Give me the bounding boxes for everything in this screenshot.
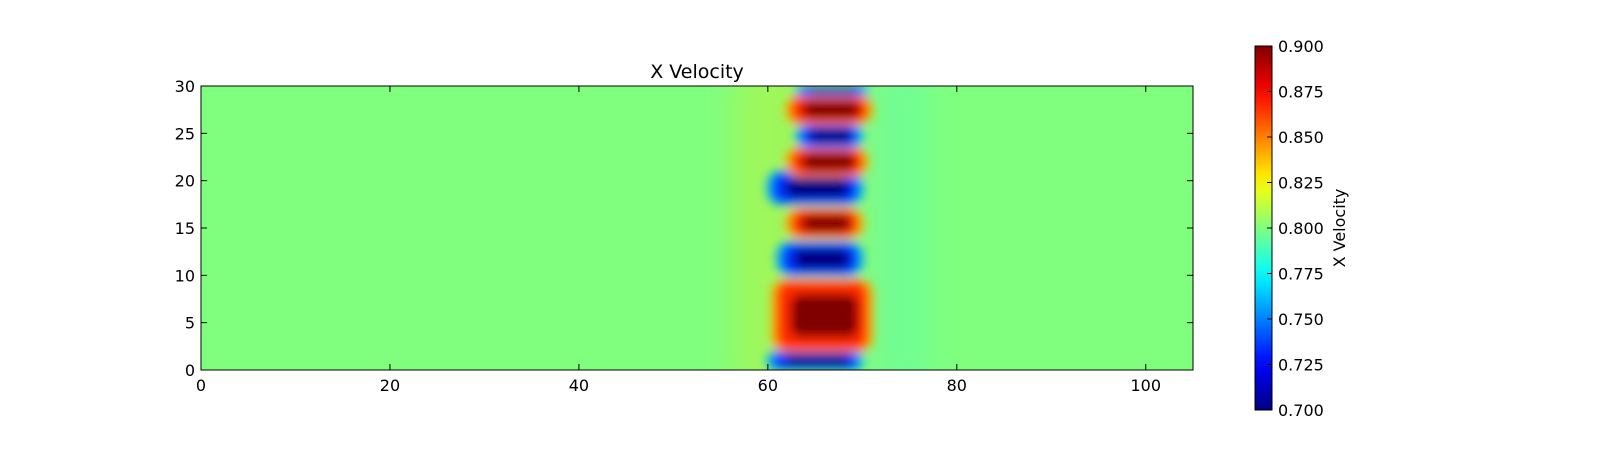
- y-tick-label: 0: [185, 361, 195, 380]
- heatmap-features: [766, 86, 874, 370]
- colorbar-label: X Velocity: [1330, 189, 1349, 268]
- colorbar-tick-label: 0.700: [1278, 401, 1324, 420]
- colorbar-tick-label: 0.750: [1278, 310, 1324, 329]
- x-tick-label: 60: [758, 376, 778, 395]
- x-tick-label: 80: [947, 376, 967, 395]
- y-tick-label: 20: [175, 172, 195, 191]
- heatmap-cell-low-core: [809, 128, 852, 143]
- colorbar-tick-label: 0.825: [1278, 174, 1324, 193]
- heatmap-cell-low-core: [810, 87, 857, 94]
- heatmap-background: [201, 86, 1193, 370]
- x-axis: 0 20 40 60 80 100: [196, 86, 1161, 395]
- heatmap-cell-low-core: [793, 248, 851, 269]
- colorbar-ticks: 0.700 0.725 0.750 0.775 0.800 0.825 0.850 0.875…: [1267, 37, 1324, 420]
- x-tick-label: 20: [380, 376, 400, 395]
- heatmap-cell-high-core: [801, 214, 851, 232]
- y-tick-label: 10: [175, 266, 195, 285]
- heatmap-cell-high-core: [802, 153, 856, 171]
- heatmap-plot-area: [201, 86, 1193, 370]
- x-tick-label: 0: [196, 376, 206, 395]
- colorbar-tick-label: 0.800: [1278, 219, 1324, 238]
- heatmap-cell-low-core: [785, 177, 850, 198]
- heatmap-cell-low-core: [785, 354, 850, 367]
- y-tick-label: 15: [175, 219, 195, 238]
- x-tick-label: 100: [1130, 376, 1161, 395]
- colorbar-tick-label: 0.725: [1278, 356, 1324, 375]
- colorbar-tick-label: 0.850: [1278, 128, 1324, 147]
- y-tick-label: 5: [185, 314, 195, 333]
- colorbar: 0.700 0.725 0.750 0.775 0.800 0.825 0.850 0.875…: [1254, 37, 1349, 420]
- heatmap-cell-high-core: [790, 294, 859, 337]
- y-axis: 0 5 10 15 20 25 30: [175, 77, 1193, 380]
- y-tick-label: 25: [175, 124, 195, 143]
- colorbar-tick-label: 0.775: [1278, 265, 1324, 284]
- heatmap-cell-high-core: [802, 101, 860, 119]
- colorbar-tick-label: 0.875: [1278, 83, 1324, 102]
- y-tick-label: 30: [175, 77, 195, 96]
- colorbar-tick-label: 0.900: [1278, 37, 1324, 56]
- x-tick-label: 40: [569, 376, 589, 395]
- chart-title: X Velocity: [650, 61, 744, 83]
